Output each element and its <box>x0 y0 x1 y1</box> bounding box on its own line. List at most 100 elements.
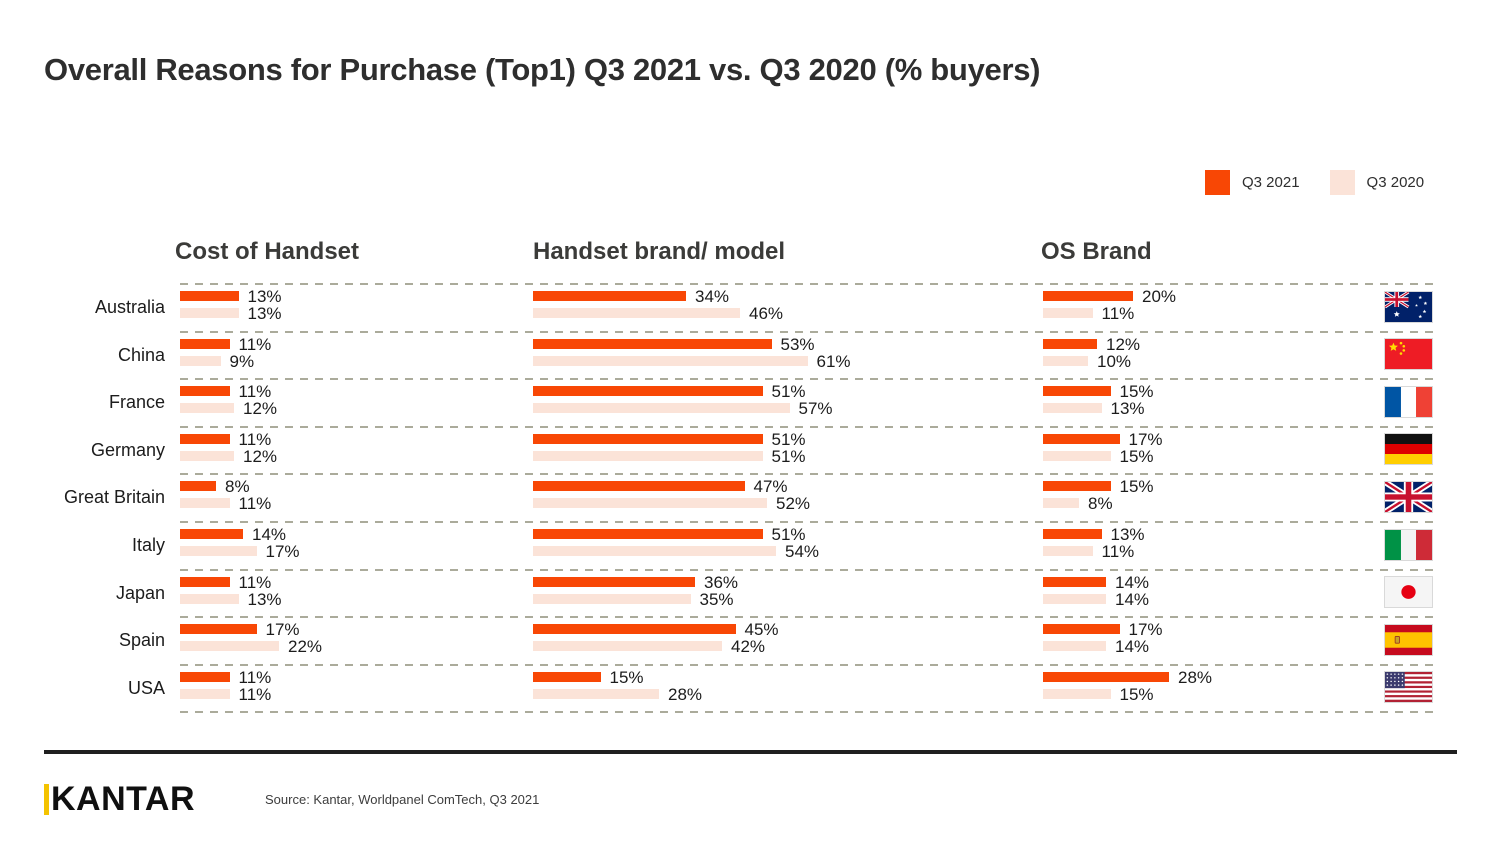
bar-value-label: 17% <box>1128 429 1163 449</box>
bar-os-brand-q3-2020-italy <box>1043 546 1093 556</box>
row-separator <box>180 425 1433 428</box>
row-separator <box>180 330 1433 333</box>
bar-value-label: 54% <box>785 542 820 561</box>
bar-value-label: 15% <box>1119 382 1154 402</box>
row-separator <box>180 378 1433 381</box>
column-header-handset-brand-model: Handset brand/ model <box>533 238 786 265</box>
bar-cost-of-handset-q3-2021-china <box>180 338 230 349</box>
bar-os-brand-q3-2021-spain <box>1043 624 1120 635</box>
bar-cost-of-handset-q3-2021-germany <box>180 433 230 444</box>
row-label-australia: Australia <box>94 297 165 317</box>
bar-handset-brand-model-q3-2020-germany <box>533 450 763 461</box>
bar-handset-brand-model-q3-2020-japan <box>533 593 691 604</box>
bar-handset-brand-model-q3-2021-germany <box>533 433 763 444</box>
bar-value-label: 51% <box>771 382 806 402</box>
bar-cost-of-handset-q3-2020-spain <box>180 641 279 652</box>
bar-cost-of-handset-q3-2020-great-britain <box>180 498 230 509</box>
bar-value-label: 22% <box>288 637 323 657</box>
france-flag-icon <box>1384 385 1433 418</box>
spain-flag-icon <box>1384 623 1433 656</box>
bar-os-brand-q3-2020-usa <box>1043 688 1111 699</box>
bar-cost-of-handset-q3-2021-spain <box>180 624 257 635</box>
bar-cost-of-handset-q3-2021-italy <box>180 529 243 539</box>
bar-os-brand-q3-2020-spain <box>1043 641 1106 652</box>
bar-value-label: 14% <box>1115 589 1150 609</box>
bar-cost-of-handset-q3-2020-japan <box>180 593 239 604</box>
bar-value-label: 57% <box>798 399 833 419</box>
japan-flag-icon <box>1384 576 1433 609</box>
bar-cost-of-handset-q3-2021-france <box>180 386 230 397</box>
bar-value-label: 12% <box>243 446 278 466</box>
bar-handset-brand-model-q3-2021-japan <box>533 576 695 587</box>
bar-value-label: 34% <box>695 287 730 306</box>
row-separator <box>180 568 1433 571</box>
bar-handset-brand-model-q3-2020-australia <box>533 308 740 318</box>
bar-value-label: 15% <box>1119 684 1154 704</box>
bar-value-label: 11% <box>238 684 272 704</box>
bar-cost-of-handset-q3-2020-china <box>180 355 221 366</box>
bar-value-label: 9% <box>229 351 255 371</box>
row-label-japan: Japan <box>115 582 165 603</box>
row-separator <box>180 473 1433 476</box>
bar-value-label: 13% <box>247 287 282 306</box>
bar-value-label: 11% <box>238 667 272 687</box>
bar-value-label: 13% <box>247 304 282 323</box>
bar-cost-of-handset-q3-2020-germany <box>180 450 234 461</box>
bar-handset-brand-model-q3-2021-great-britain <box>533 481 745 492</box>
bar-value-label: 53% <box>780 334 815 354</box>
row-label-usa: USA <box>127 677 165 698</box>
bar-value-label: 8% <box>225 477 250 497</box>
australia-flag-icon <box>1384 290 1433 323</box>
bar-handset-brand-model-q3-2021-italy <box>533 529 763 539</box>
bar-value-label: 28% <box>1178 667 1213 687</box>
kantar-logo: KANTAR <box>44 780 195 818</box>
bar-value-label: 51% <box>771 446 806 466</box>
bar-value-label: 52% <box>776 494 811 514</box>
bar-value-label: 10% <box>1097 351 1132 371</box>
bar-cost-of-handset-q3-2020-italy <box>180 546 257 556</box>
bar-os-brand-q3-2021-japan <box>1043 576 1106 587</box>
legend-label: Q3 2020 <box>1366 174 1425 191</box>
bar-value-label: 11% <box>238 572 272 592</box>
bar-os-brand-q3-2020-japan <box>1043 593 1106 604</box>
column-header-cost-of-handset: Cost of Handset <box>175 238 360 265</box>
bar-value-label: 51% <box>771 429 806 449</box>
bar-value-label: 42% <box>731 637 766 657</box>
bar-cost-of-handset-q3-2021-australia <box>180 291 239 301</box>
great-britain-flag-icon <box>1384 480 1433 513</box>
source-note: Source: Kantar, Worldpanel ComTech, Q3 2… <box>265 792 540 807</box>
bar-value-label: 45% <box>744 620 779 640</box>
bar-value-label: 14% <box>1115 637 1150 657</box>
bar-value-label: 15% <box>609 667 644 687</box>
bar-value-label: 51% <box>771 525 806 544</box>
page-title: Overall Reasons for Purchase (Top1) Q3 2… <box>44 52 1041 87</box>
bar-value-label: 46% <box>749 304 784 323</box>
bar-handset-brand-model-q3-2021-spain <box>533 624 736 635</box>
bar-value-label: 17% <box>265 620 300 640</box>
bar-value-label: 11% <box>238 494 272 514</box>
germany-flag-icon <box>1384 433 1433 466</box>
row-label-spain: Spain <box>118 630 165 651</box>
column-header-os-brand: OS Brand <box>1041 238 1152 265</box>
bar-value-label: 17% <box>265 542 300 561</box>
bar-handset-brand-model-q3-2021-australia <box>533 291 686 301</box>
bar-value-label: 12% <box>1106 334 1141 354</box>
bar-handset-brand-model-q3-2020-spain <box>533 641 722 652</box>
bar-value-label: 17% <box>1128 620 1163 640</box>
bar-cost-of-handset-q3-2020-australia <box>180 308 239 318</box>
bar-os-brand-q3-2021-france <box>1043 386 1111 397</box>
bar-value-label: 28% <box>668 684 703 704</box>
bar-handset-brand-model-q3-2020-china <box>533 355 808 366</box>
bar-os-brand-q3-2020-great-britain <box>1043 498 1079 509</box>
bar-handset-brand-model-q3-2020-great-britain <box>533 498 767 509</box>
legend-swatch-q3-2021-icon <box>1205 170 1230 195</box>
bar-os-brand-q3-2021-china <box>1043 338 1097 349</box>
row-separator <box>180 663 1433 666</box>
bar-handset-brand-model-q3-2021-china <box>533 338 772 349</box>
bar-value-label: 47% <box>753 477 788 497</box>
usa-flag-icon <box>1384 671 1433 704</box>
bar-value-label: 13% <box>1110 525 1145 544</box>
bar-os-brand-q3-2021-italy <box>1043 529 1102 539</box>
bar-value-label: 11% <box>1101 542 1135 561</box>
